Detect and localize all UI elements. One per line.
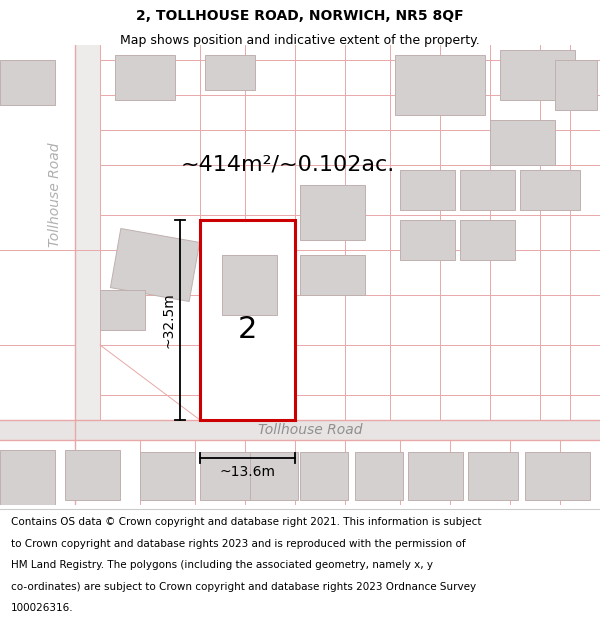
Bar [400,220,455,260]
Bar [300,185,365,240]
Text: ~13.6m: ~13.6m [220,465,275,479]
Bar [110,229,200,301]
Bar [65,450,120,500]
Bar [0,60,55,105]
Text: 2: 2 [238,316,257,344]
Bar [0,420,600,440]
Bar [355,452,403,500]
Bar [205,55,255,90]
Bar [115,55,175,100]
Text: ~414m²/~0.102ac.: ~414m²/~0.102ac. [181,155,395,175]
Text: 100026316.: 100026316. [11,603,73,613]
Bar [500,50,575,100]
Bar [75,45,100,440]
Bar [490,120,555,165]
Bar [200,452,250,500]
Text: to Crown copyright and database rights 2023 and is reproduced with the permissio: to Crown copyright and database rights 2… [11,539,466,549]
Bar [525,452,590,500]
Text: Tollhouse Road: Tollhouse Road [48,142,62,248]
Bar [460,170,515,210]
Bar [250,452,298,500]
Text: HM Land Registry. The polygons (including the associated geometry, namely x, y: HM Land Registry. The polygons (includin… [11,560,433,570]
Bar [300,255,365,295]
Bar [555,60,597,110]
Bar [460,220,515,260]
Text: Contains OS data © Crown copyright and database right 2021. This information is : Contains OS data © Crown copyright and d… [11,517,481,527]
Text: ~32.5m: ~32.5m [161,292,175,348]
Bar [408,452,463,500]
Bar [0,450,55,505]
Text: 2, TOLLHOUSE ROAD, NORWICH, NR5 8QF: 2, TOLLHOUSE ROAD, NORWICH, NR5 8QF [136,9,464,23]
Bar [200,220,295,420]
Bar [300,452,348,500]
Text: co-ordinates) are subject to Crown copyright and database rights 2023 Ordnance S: co-ordinates) are subject to Crown copyr… [11,582,476,592]
Bar [400,170,455,210]
Bar [520,170,580,210]
Bar [468,452,518,500]
Text: Map shows position and indicative extent of the property.: Map shows position and indicative extent… [120,34,480,47]
Bar [222,255,277,315]
Bar [100,290,145,330]
Bar [395,55,485,115]
Text: Tollhouse Road: Tollhouse Road [258,423,362,437]
Bar [140,452,195,500]
